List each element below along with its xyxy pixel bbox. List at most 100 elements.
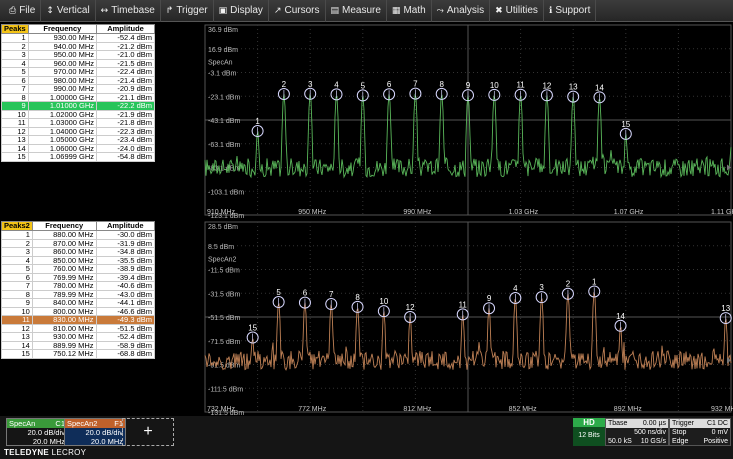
cell-freq: 750.12 MHz (31, 349, 97, 359)
table-row[interactable]: 13 1.05000 GHz -23.4 dBm (1, 135, 155, 145)
peak-marker (619, 127, 632, 140)
menu-display[interactable]: ▣ Display (214, 0, 269, 22)
table-row[interactable]: 1 930.00 MHz -52.4 dBm (1, 33, 155, 43)
peak-label: 8 (439, 80, 444, 89)
cell-idx: 13 (1, 135, 29, 145)
y-tick-label: -11.5 dBm (208, 268, 240, 275)
table-row[interactable]: 7 990.00 MHz -20.9 dBm (1, 84, 155, 94)
spectrum-grid-1[interactable]: 36.9 dBm 16.9 dBm -3.1 dBm -23.1 dBm -43.1 d… (157, 23, 733, 220)
peak-marker (330, 88, 343, 101)
peak-marker (593, 91, 606, 104)
menu-utilities[interactable]: ✖ Utilities (490, 0, 544, 22)
brand-logo: TELEDYNE LECROY (4, 448, 86, 457)
menu-label: File (19, 5, 36, 16)
y-tick-label: -103.1 dBm (208, 189, 244, 196)
y-tick-label: 16.9 dBm (208, 47, 238, 54)
table-row[interactable]: 3 860.00 MHz -34.8 dBm (1, 247, 156, 257)
trace-tag: C1 (55, 419, 65, 428)
x-tick-label: 910 MHz (207, 209, 236, 216)
cell-freq: 1.03000 GHz (27, 118, 98, 128)
menu-vertical[interactable]: ↕ Vertical (41, 0, 96, 22)
y-tick-label: 36.9 dBm (208, 27, 238, 34)
trace-descriptor-specan[interactable]: SpecAn C1 20.0 dB/div 20.0 MHz (6, 418, 68, 446)
table-row[interactable]: 6 980.00 MHz -21.4 dBm (1, 75, 155, 85)
tbase-label: Tbase (608, 420, 628, 427)
table-row[interactable]: 15 750.12 MHz -68.8 dBm (1, 349, 156, 359)
menu-trigger[interactable]: ↱ Trigger (161, 0, 214, 22)
peak-marker (351, 300, 364, 313)
peak-marker (304, 87, 317, 100)
trigger-label: Trigger (672, 420, 694, 427)
peak-label: 15 (248, 324, 257, 333)
table-row[interactable]: 15 1.06999 GHz -54.8 dBm (1, 152, 155, 162)
menu-math[interactable]: ▦ Math (387, 0, 432, 22)
peak-label: 5 (361, 81, 366, 90)
trace-name: SpecAn2 (67, 419, 98, 428)
table-row[interactable]: 5 760.00 MHz -38.9 dBm (1, 264, 156, 274)
peak-label: 11 (459, 300, 468, 309)
table-row[interactable]: 7 780.00 MHz -40.6 dBm (1, 281, 156, 291)
peak-label: 11 (516, 81, 525, 90)
peak-marker (719, 312, 732, 325)
cell-idx: 3 (1, 247, 33, 257)
cell-amp: -22.4 dBm (96, 67, 155, 77)
table-row[interactable]: 13 930.00 MHz -52.4 dBm (1, 332, 156, 342)
spectrum-trace (204, 292, 732, 371)
y-tick-label: 8.5 dBm (208, 244, 234, 251)
table-row[interactable]: 9 840.00 MHz -44.1 dBm (1, 298, 156, 308)
trigger-tags: C1 DC (706, 420, 728, 427)
peak-marker (298, 296, 311, 309)
menu-analysis[interactable]: ⤳ Analysis (432, 0, 491, 22)
peak-label: 1 (592, 277, 597, 286)
peaks-table-1: Peaks Frequency Amplitude 1 930.00 MHz -52… (1, 24, 155, 162)
menu-cursors[interactable]: ↗ Cursors (269, 0, 326, 22)
table-row[interactable]: 12 810.00 MHz -51.5 dBm (1, 323, 156, 333)
table-row[interactable]: 5 970.00 MHz -22.4 dBm (1, 67, 155, 77)
table-row[interactable]: 9 1.01000 GHz -22.2 dBm (1, 101, 155, 111)
cell-amp: -30.0 dBm (95, 230, 156, 240)
timebase-descriptor[interactable]: Tbase 0.00 µs 500 ns/div 50.0 kS 10 GS/s (605, 418, 669, 446)
trace-descriptor-specan2[interactable]: SpecAn2 F1 20.0 dB/div 20.0 MHz (64, 418, 126, 446)
cell-amp: -52.4 dBm (95, 332, 156, 342)
peak-label: 7 (329, 290, 334, 299)
table-row[interactable]: 3 950.00 MHz -21.0 dBm (1, 50, 155, 60)
peak-label: 10 (490, 81, 499, 90)
add-trace-button[interactable]: + (122, 418, 174, 446)
y-tick-label: -51.5 dBm (208, 315, 240, 322)
cell-freq: 860.00 MHz (31, 247, 97, 257)
menu-label: Trigger (176, 5, 208, 16)
peak-label: 14 (595, 83, 604, 92)
y-tick-label: -23.1 dBm (208, 94, 240, 101)
table-row[interactable]: 1 880.00 MHz -30.0 dBm (1, 230, 156, 240)
x-tick-label: 852 MHz (509, 406, 538, 413)
cell-idx: 9 (1, 298, 33, 308)
hd-indicator[interactable]: HD 12 Bits (573, 418, 605, 446)
menu-timebase[interactable]: ↔ Timebase (96, 0, 161, 22)
table-row[interactable]: 10 1.02000 GHz -21.9 dBm (1, 109, 155, 119)
menu-support[interactable]: ℹ Support (544, 0, 597, 22)
spectrum-grid-2[interactable]: 28.5 dBm 8.5 dBm -11.5 dBm -31.5 dBm -51.5 d… (157, 220, 733, 417)
cell-freq: 950.00 MHz (27, 50, 98, 60)
tbase-value: 0.00 µs (642, 420, 666, 427)
timebase-icon: ↔ (100, 5, 109, 16)
cell-freq: 840.00 MHz (31, 298, 97, 308)
menu-file[interactable]: ⎙ File (4, 0, 42, 22)
table-row[interactable]: 12 1.04000 GHz -22.3 dBm (1, 126, 155, 136)
cell-idx: 7 (1, 84, 29, 94)
table-row[interactable]: 11 830.00 MHz -49.3 dBm (1, 315, 156, 325)
trigger-mode: Stop (672, 429, 687, 436)
peak-marker (272, 296, 285, 309)
cell-amp: -22.2 dBm (96, 101, 155, 111)
cell-freq: 930.00 MHz (31, 332, 97, 342)
menu-measure[interactable]: ▤ Measure (326, 0, 387, 22)
brand-bold: TELEDYNE (4, 448, 50, 457)
hd-label: HD (573, 418, 605, 427)
trace-reference-label: SpecAn2 (208, 257, 237, 264)
trigger-descriptor[interactable]: Trigger C1 DC Stop 0 mV Edge Positive (669, 418, 731, 446)
cell-freq: 1.01000 GHz (27, 101, 98, 111)
peak-marker (483, 302, 496, 315)
sample-count: 50.0 kS (608, 438, 632, 445)
table-row[interactable]: 11 1.03000 GHz -21.8 dBm (1, 118, 155, 128)
peak-label: 1 (255, 117, 260, 126)
